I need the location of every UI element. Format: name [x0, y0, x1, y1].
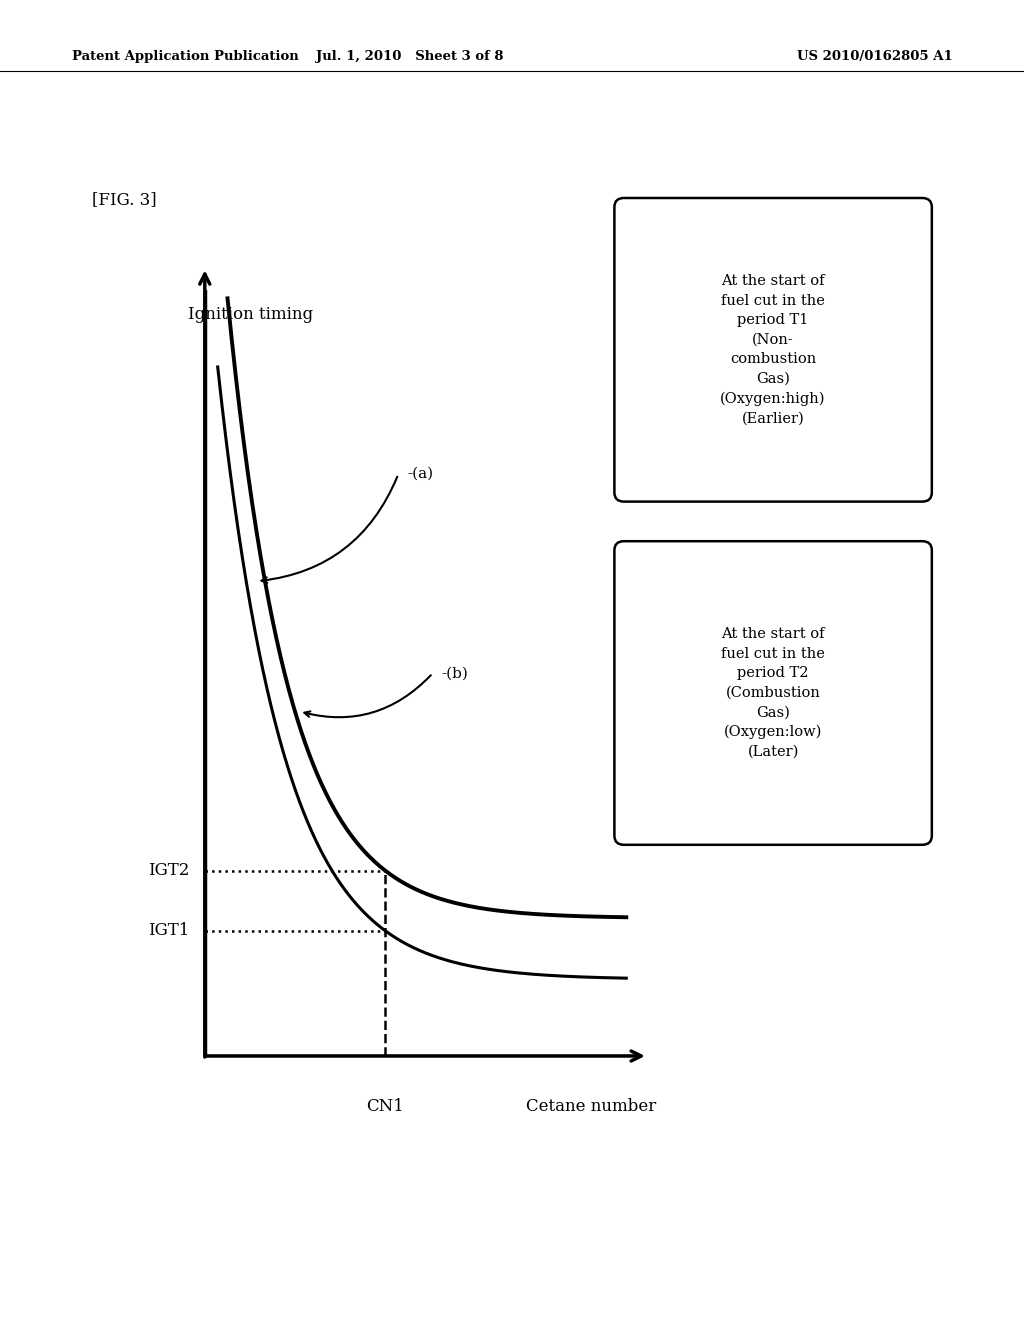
- FancyBboxPatch shape: [614, 198, 932, 502]
- Text: -(a): -(a): [407, 467, 433, 482]
- Text: Patent Application Publication: Patent Application Publication: [72, 50, 298, 63]
- Text: IGT1: IGT1: [148, 923, 189, 940]
- Text: IGT2: IGT2: [148, 862, 189, 879]
- Text: Cetane number: Cetane number: [526, 1098, 656, 1115]
- Text: At the start of
fuel cut in the
period T1
(Non-
combustion
Gas)
(Oxygen:high)
(E: At the start of fuel cut in the period T…: [720, 275, 826, 425]
- Text: -(b): -(b): [441, 667, 468, 680]
- Text: US 2010/0162805 A1: US 2010/0162805 A1: [797, 50, 952, 63]
- Text: Ignition timing: Ignition timing: [187, 306, 312, 322]
- Text: Jul. 1, 2010   Sheet 3 of 8: Jul. 1, 2010 Sheet 3 of 8: [315, 50, 504, 63]
- FancyBboxPatch shape: [614, 541, 932, 845]
- Text: [FIG. 3]: [FIG. 3]: [92, 191, 157, 209]
- Text: At the start of
fuel cut in the
period T2
(Combustion
Gas)
(Oxygen:low)
(Later): At the start of fuel cut in the period T…: [721, 627, 825, 759]
- Text: CN1: CN1: [367, 1098, 404, 1115]
